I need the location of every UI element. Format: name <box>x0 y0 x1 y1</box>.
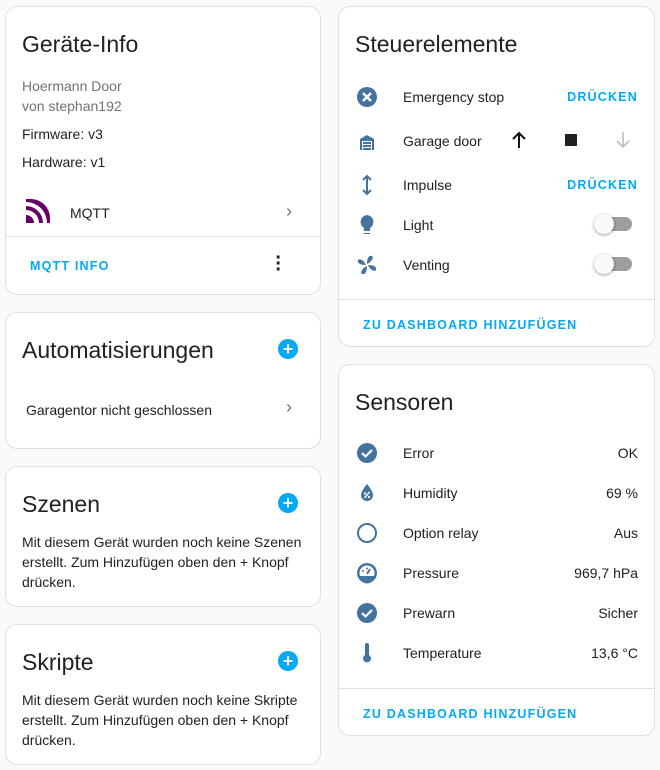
emergency-stop-press-button[interactable]: DRÜCKEN <box>567 90 638 104</box>
sensor-value: 69 % <box>606 485 638 501</box>
impulse-press-button[interactable]: DRÜCKEN <box>567 178 638 192</box>
stop-button[interactable] <box>565 134 577 146</box>
device-manufacturer: von stephan192 <box>22 98 122 114</box>
more-options-icon[interactable]: · · · <box>275 247 282 281</box>
arrow-down-icon <box>616 132 630 149</box>
sensor-name: Pressure <box>403 565 460 581</box>
add-scene-button[interactable]: + <box>278 493 298 513</box>
arrow-up-down-icon <box>362 174 372 196</box>
control-name: Garage door <box>403 133 482 149</box>
integration-row[interactable]: MQTT › <box>6 195 320 235</box>
check-circle-icon <box>357 443 377 463</box>
gauge-icon <box>357 563 377 584</box>
sensor-row[interactable]: Prewarn Sicher <box>339 601 654 641</box>
check-circle-icon <box>357 603 377 623</box>
thermometer-icon <box>363 643 371 663</box>
fan-icon <box>357 255 377 275</box>
water-percent-icon <box>361 484 373 501</box>
add-script-button[interactable]: + <box>278 651 298 671</box>
sensor-value: 13,6 °C <box>591 645 638 661</box>
divider <box>339 688 654 689</box>
sensor-row[interactable]: Pressure 969,7 hPa <box>339 561 654 601</box>
automation-item[interactable]: Garagentor nicht geschlossen › <box>6 393 320 425</box>
empty-message: Mit diesem Gerät wurden noch keine Skrip… <box>22 692 298 748</box>
arrow-up-icon[interactable] <box>507 128 531 152</box>
lightbulb-icon <box>360 215 374 234</box>
empty-message: Mit diesem Gerät wurden noch keine Szene… <box>22 534 302 590</box>
sensor-value: OK <box>617 445 638 461</box>
divider <box>6 236 320 237</box>
sensor-value: 969,7 hPa <box>574 565 638 581</box>
control-name: Emergency stop <box>403 89 505 105</box>
sensor-name: Error <box>403 445 435 461</box>
scenes-card: Szenen + Mit diesem Gerät wurden noch ke… <box>5 466 321 607</box>
sensor-row[interactable]: Humidity 69 % <box>339 481 654 521</box>
card-title: Sensoren <box>355 389 454 415</box>
venting-toggle[interactable] <box>594 254 632 274</box>
sensor-name: Prewarn <box>403 605 456 621</box>
sensor-value: Sicher <box>598 605 638 621</box>
sensor-name: Temperature <box>403 645 482 661</box>
light-toggle[interactable] <box>594 214 632 234</box>
scripts-card: Skripte + Mit diesem Gerät wurden noch k… <box>5 624 321 765</box>
automations-card: Automatisierungen + Garagentor nicht ges… <box>5 312 321 449</box>
garage-icon <box>360 135 374 150</box>
sensors-card: Sensoren Error OK Humidity 69 % Option r… <box>338 364 655 736</box>
device-model: Hoermann Door <box>22 78 122 94</box>
controls-card: Steuerelemente Emergency stop DRÜCKEN Ga… <box>338 6 655 347</box>
close-circle-icon <box>357 87 377 107</box>
hardware: Hardware: v1 <box>22 154 106 170</box>
sensor-name: Humidity <box>403 485 458 501</box>
mqtt-logo-icon <box>26 199 50 223</box>
card-title: Geräte-Info <box>22 31 139 57</box>
add-to-dashboard-button[interactable]: ZU DASHBOARD HINZUFÜGEN <box>363 707 578 721</box>
card-title: Steuerelemente <box>355 31 518 57</box>
chevron-right-icon: › <box>286 201 292 221</box>
control-name: Impulse <box>403 177 453 193</box>
control-name: Venting <box>403 257 450 273</box>
sensor-row[interactable]: Option relay Aus <box>339 521 654 561</box>
sensor-value: Aus <box>613 525 638 541</box>
card-title: Skripte <box>22 649 94 675</box>
sensor-row[interactable]: Error OK <box>339 441 654 481</box>
integration-name: MQTT <box>70 205 110 221</box>
divider <box>339 299 654 300</box>
control-name: Light <box>403 217 434 233</box>
device-info-card: Geräte-Info Hoermann Door von stephan192… <box>5 6 321 295</box>
card-title: Automatisierungen <box>22 337 214 363</box>
add-to-dashboard-button[interactable]: ZU DASHBOARD HINZUFÜGEN <box>363 318 578 332</box>
firmware: Firmware: v3 <box>22 126 103 142</box>
circle-outline-icon <box>357 523 377 543</box>
chevron-right-icon: › <box>286 397 292 417</box>
automation-name: Garagentor nicht geschlossen <box>26 402 212 418</box>
card-title: Szenen <box>22 491 101 517</box>
mqtt-info-button[interactable]: MQTT INFO <box>30 259 110 273</box>
add-automation-button[interactable]: + <box>278 339 298 359</box>
sensor-name: Option relay <box>403 525 479 541</box>
sensor-row[interactable]: Temperature 13,6 °C <box>339 641 654 681</box>
